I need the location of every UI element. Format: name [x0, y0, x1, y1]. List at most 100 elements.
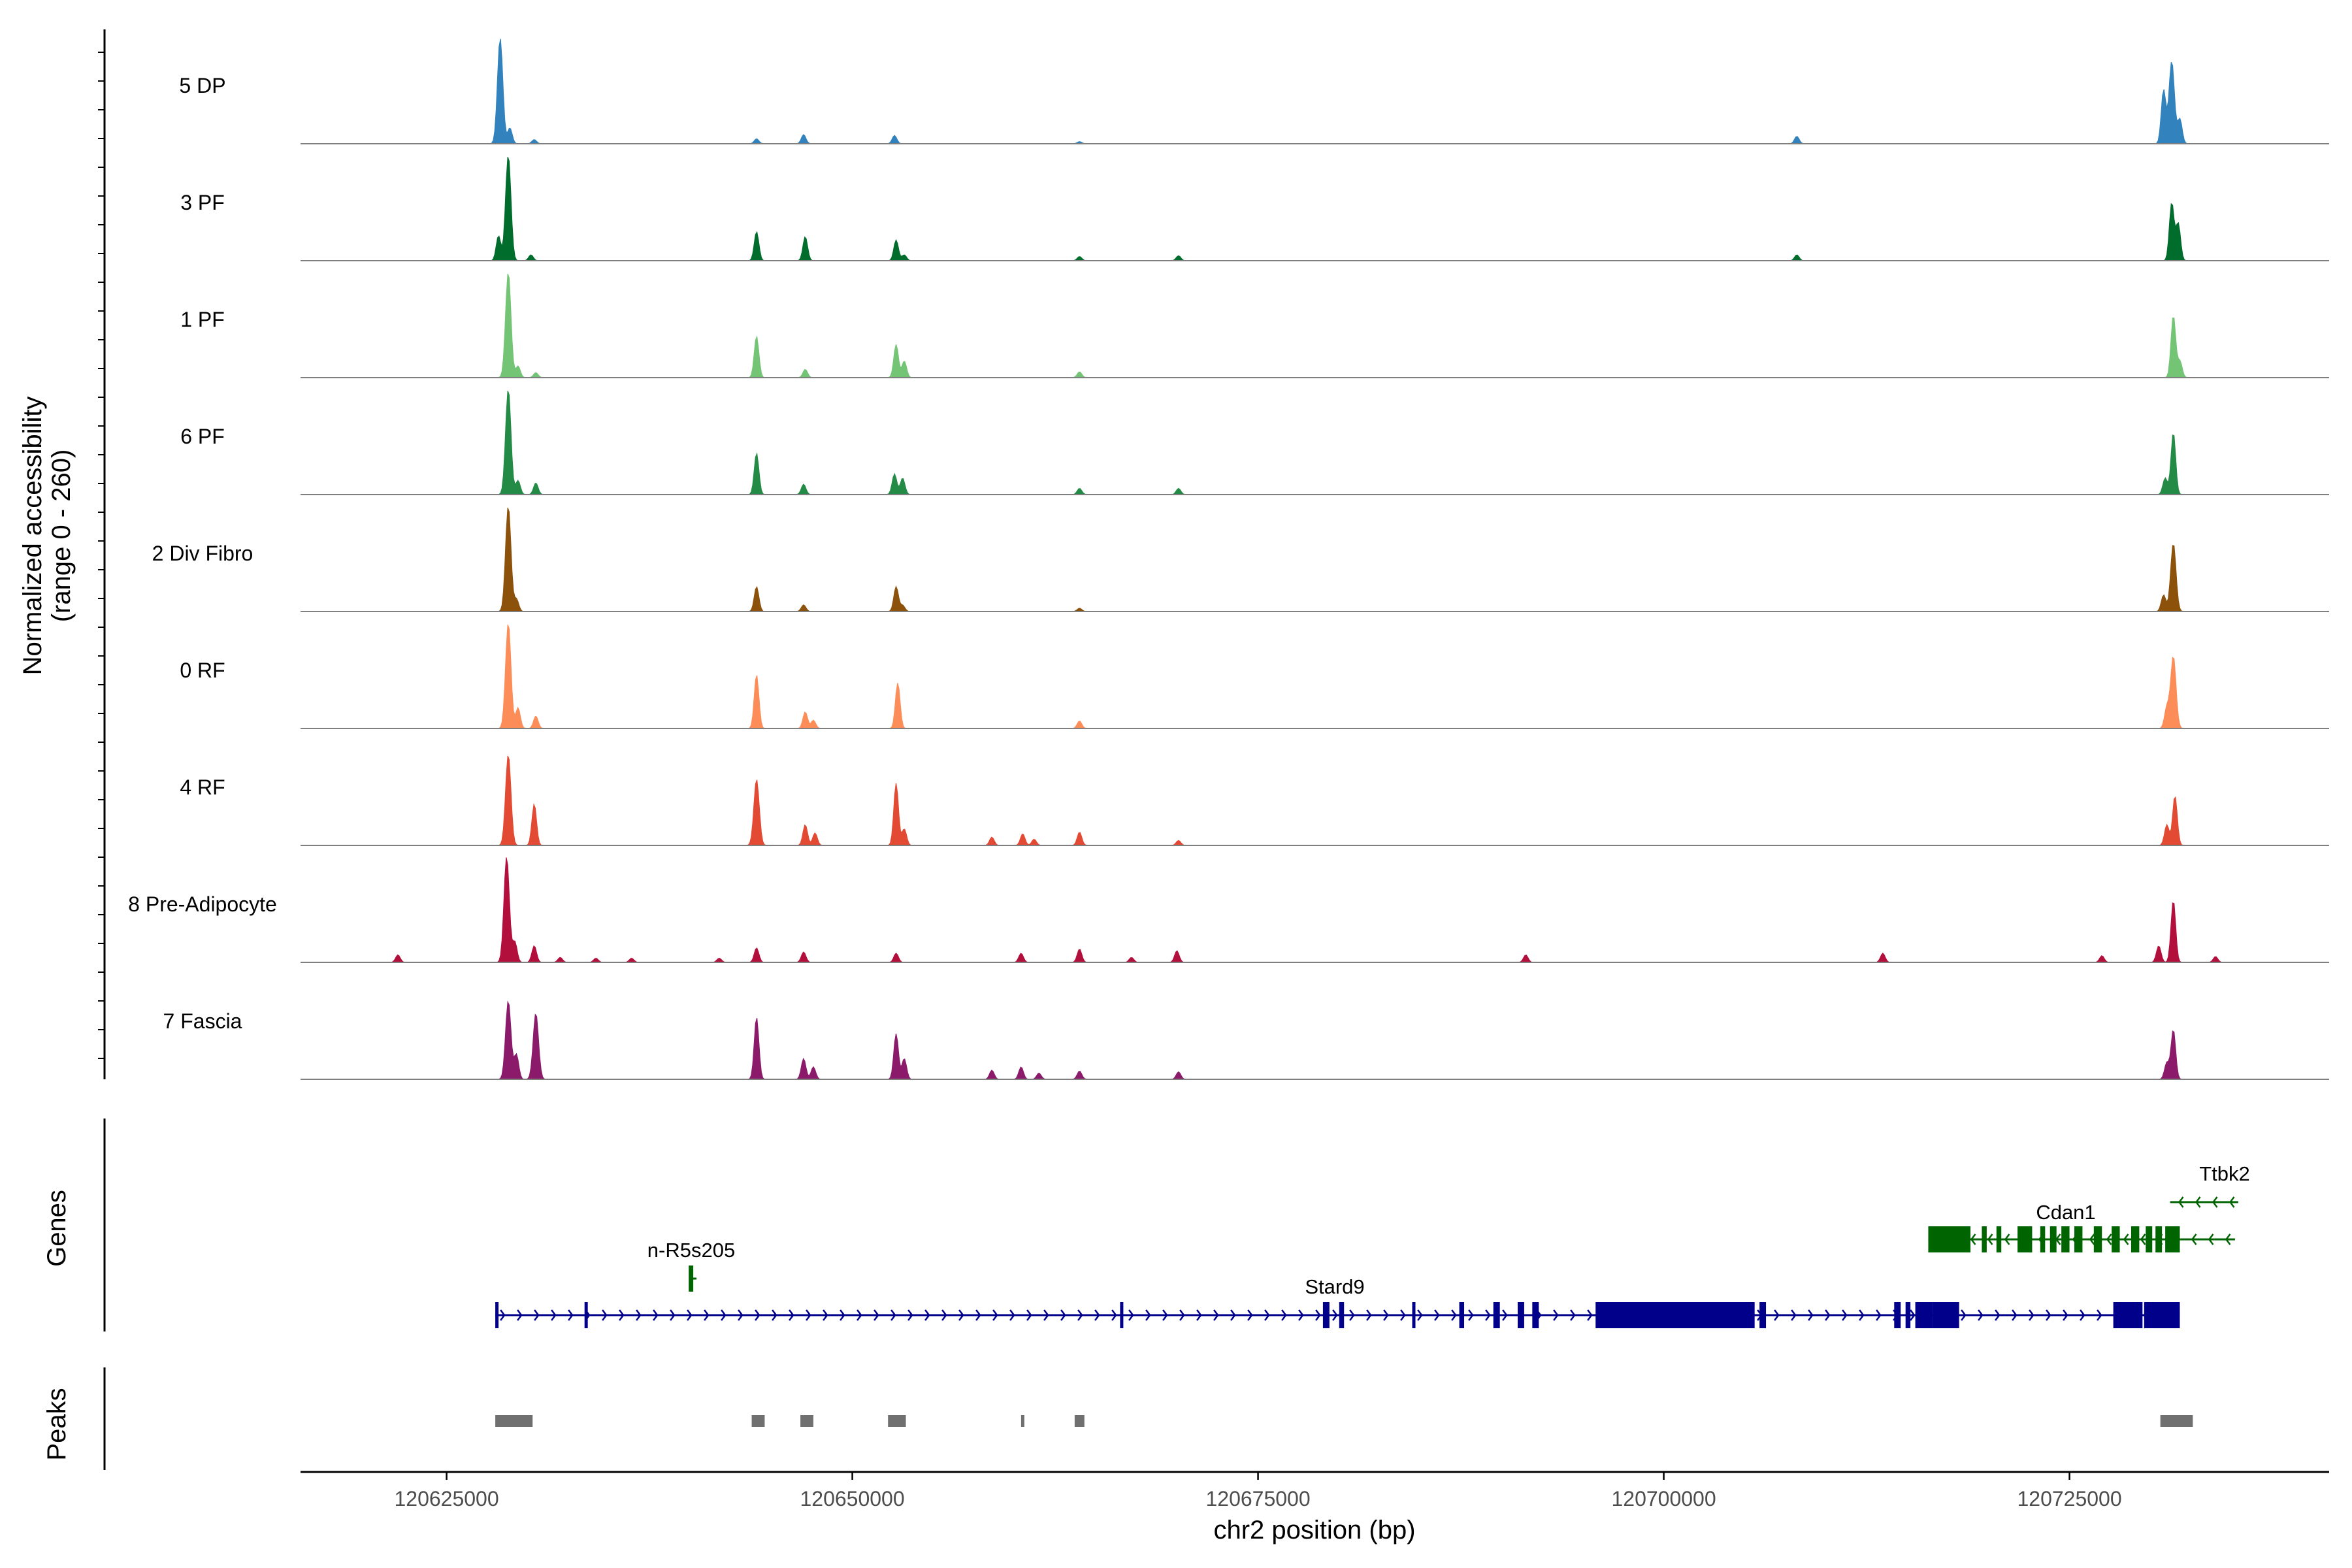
strand-chevron [534, 1309, 540, 1321]
coverage-area [301, 625, 2329, 729]
strand-chevron [1179, 1309, 1185, 1321]
track-label: 6 PF [180, 425, 225, 448]
gene-label: Stard9 [1305, 1275, 1364, 1298]
track-label: 0 RF [180, 659, 225, 682]
strand-chevron [941, 1309, 947, 1321]
strand-chevron [551, 1309, 557, 1321]
x-axis-title: chr2 position (bp) [1213, 1516, 1415, 1544]
x-tick-label: 120675000 [1205, 1487, 1310, 1511]
strand-chevron [1043, 1309, 1049, 1321]
strand-chevron [2191, 1233, 2197, 1245]
gene-annotation: Stard9 n-R5s205 Cdan1 Ttbk2 [495, 1162, 2250, 1328]
strand-chevron [517, 1309, 523, 1321]
strand-chevron [2004, 1233, 2010, 1245]
peak-region [2160, 1415, 2193, 1427]
coverage-area [301, 755, 2329, 846]
strand-chevron [2089, 1233, 2095, 1245]
strand-chevron [2212, 1196, 2218, 1208]
exon [1595, 1302, 1755, 1328]
exon [1915, 1302, 1933, 1328]
track-label: 1 PF [180, 308, 225, 331]
exon [2061, 1226, 2070, 1252]
exon [1518, 1302, 1524, 1328]
x-tick-label: 120650000 [800, 1487, 904, 1511]
strand-chevron [806, 1309, 811, 1321]
strand-chevron [1859, 1309, 1865, 1321]
gene-label: Ttbk2 [2199, 1162, 2250, 1185]
strand-chevron [2106, 1233, 2112, 1245]
exon [1322, 1302, 1330, 1328]
strand-chevron [1077, 1309, 1083, 1321]
track-label: 7 Fascia [163, 1009, 242, 1033]
coverage-area [301, 274, 2329, 378]
strand-chevron [636, 1309, 642, 1321]
strand-chevron [1145, 1309, 1151, 1321]
track-4-rf: 4 RF [180, 755, 2329, 846]
y-axis-range: (range 0 - 260) [47, 449, 76, 623]
strand-chevron [1128, 1309, 1134, 1321]
strand-chevron [2012, 1309, 2017, 1321]
exon [1493, 1302, 1500, 1328]
strand-chevron [1162, 1309, 1168, 1321]
strand-chevron [890, 1309, 896, 1321]
exon [2017, 1226, 2033, 1252]
strand-chevron [924, 1309, 930, 1321]
strand-chevron [2123, 1233, 2129, 1245]
gene-ttbk2: Ttbk2 [2170, 1162, 2250, 1208]
strand-chevron [1961, 1309, 1967, 1321]
strand-chevron [670, 1309, 676, 1321]
exon [689, 1266, 693, 1292]
strand-chevron [874, 1309, 879, 1321]
strand-chevron [1876, 1309, 1882, 1321]
exon [2093, 1226, 2102, 1252]
strand-chevron [958, 1309, 964, 1321]
coverage-y-ticks [98, 52, 105, 1059]
strand-chevron [789, 1309, 794, 1321]
strand-chevron [1791, 1309, 1797, 1321]
strand-chevron [619, 1309, 625, 1321]
peak-region [888, 1415, 906, 1427]
exon [1982, 1226, 1987, 1252]
exon [1339, 1302, 1345, 1328]
strand-chevron [1026, 1309, 1032, 1321]
strand-chevron [2046, 1309, 2051, 1321]
exon [2155, 1226, 2163, 1252]
exon [1928, 1226, 1971, 1252]
strand-chevron [907, 1309, 913, 1321]
track-5-dp: 5 DP [179, 39, 2329, 144]
strand-chevron [1298, 1309, 1304, 1321]
strand-chevron [2229, 1196, 2235, 1208]
strand-chevron [1825, 1309, 1831, 1321]
strand-chevron [772, 1309, 777, 1321]
strand-chevron [568, 1309, 574, 1321]
y-axis-title: Normalized accessibility [18, 397, 47, 676]
gene-stard9: Stard9 [495, 1275, 2180, 1328]
track-2-div-fibro: 2 Div Fibro [152, 508, 2329, 612]
exon [584, 1302, 588, 1328]
strand-chevron [2063, 1309, 2068, 1321]
strand-chevron [1553, 1309, 1559, 1321]
strand-chevron [1987, 1233, 1993, 1245]
strand-chevron [1349, 1309, 1355, 1321]
strand-chevron [755, 1309, 760, 1321]
strand-chevron [2140, 1233, 2146, 1245]
strand-chevron [687, 1309, 693, 1321]
track-label: 3 PF [180, 191, 225, 214]
exon [2050, 1226, 2057, 1252]
peak-region [1074, 1415, 1085, 1427]
strand-chevron [1060, 1309, 1066, 1321]
gene-n-r5s205: n-R5s205 [647, 1239, 735, 1292]
strand-chevron [1230, 1309, 1236, 1321]
coverage-area [301, 508, 2329, 612]
strand-chevron [2029, 1309, 2034, 1321]
strand-chevron [704, 1309, 710, 1321]
strand-chevron [1774, 1309, 1780, 1321]
peak-regions [495, 1415, 2193, 1427]
strand-chevron [1587, 1309, 1593, 1321]
gene-label: n-R5s205 [647, 1239, 735, 1262]
x-axis-ticks: 120625000 120650000 120675000 120700000 1207… [394, 1472, 2122, 1511]
track-3-pf: 3 PF [180, 157, 2329, 261]
strand-chevron [1264, 1309, 1270, 1321]
track-label: 2 Div Fibro [152, 542, 253, 565]
exon [495, 1302, 499, 1328]
